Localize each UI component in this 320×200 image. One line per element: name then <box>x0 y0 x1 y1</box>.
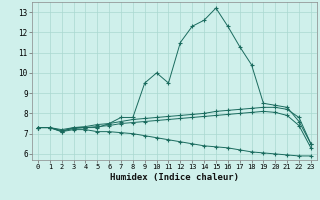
X-axis label: Humidex (Indice chaleur): Humidex (Indice chaleur) <box>110 173 239 182</box>
